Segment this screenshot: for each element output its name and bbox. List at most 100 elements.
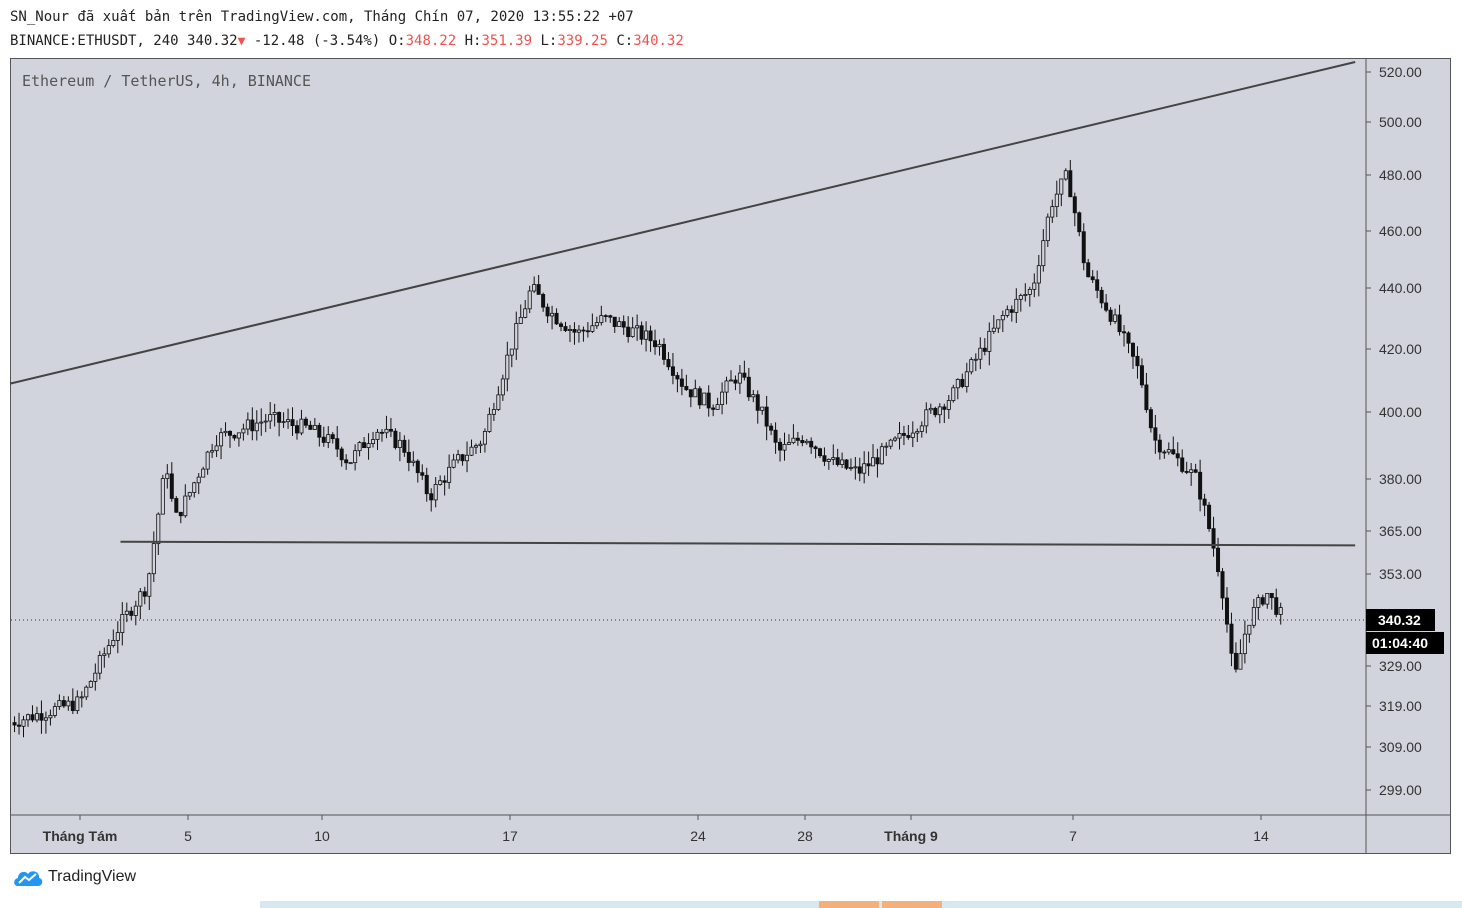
candle-down [621, 321, 626, 328]
candle-up [491, 409, 496, 415]
candle-down [393, 430, 398, 448]
high-value: 351.39 [481, 33, 533, 49]
candle-down [17, 724, 22, 727]
candle-up [241, 428, 246, 434]
candle-up [969, 359, 974, 373]
candle-down [1198, 471, 1203, 500]
candle-up [192, 482, 197, 493]
candle-up [1045, 216, 1050, 242]
price-tick-label: 500.00 [1379, 114, 1422, 130]
candle-up [987, 330, 992, 352]
candle-down [536, 284, 541, 295]
candle-up [102, 653, 107, 656]
candle-up [1063, 170, 1068, 180]
candle-down [603, 315, 608, 318]
candle-down [942, 406, 947, 410]
candle-up [893, 437, 898, 441]
candle-up [447, 466, 452, 483]
candle-down [335, 438, 340, 450]
close-value: 340.32 [633, 33, 684, 49]
price-tick-label: 480.00 [1379, 167, 1422, 183]
candle-up [115, 632, 120, 641]
candle-up [782, 443, 787, 451]
candle-up [937, 406, 942, 416]
candle-up [219, 432, 224, 447]
candle-down [1233, 652, 1238, 670]
candle-up [576, 329, 581, 333]
candle-up [657, 343, 662, 348]
price-tick-label: 365.00 [1379, 523, 1422, 539]
candle-down [684, 386, 689, 391]
candle-up [871, 457, 876, 467]
candle-down [541, 293, 546, 308]
candle-up [1014, 298, 1019, 313]
candle-down [813, 446, 818, 450]
candle-down [30, 714, 35, 721]
candle-down [670, 366, 675, 376]
candle-up [991, 327, 996, 332]
candle-up [1050, 206, 1055, 218]
candle-down [1220, 571, 1225, 599]
candle-up [138, 591, 143, 607]
candle-up [951, 387, 956, 401]
time-tick-label: 5 [184, 828, 192, 844]
candle-down [1202, 498, 1207, 506]
candle-up [1247, 624, 1252, 635]
candle-up [915, 431, 920, 434]
time-tick-label: 14 [1253, 828, 1269, 844]
candle-up [357, 442, 362, 452]
candle-up [946, 400, 951, 410]
candle-up [43, 717, 48, 721]
candle-up [272, 412, 277, 415]
candle-down [581, 329, 586, 332]
candle-up [804, 440, 809, 444]
candle-up [214, 445, 219, 452]
candle-down [795, 437, 800, 441]
candle-down [982, 347, 987, 352]
candle-down [559, 323, 564, 327]
price-axis [1366, 59, 1450, 853]
candle-up [527, 290, 532, 310]
candle-down [554, 312, 559, 325]
candle-down [169, 473, 174, 499]
tradingview-logo[interactable]: TradingView [12, 866, 136, 888]
candle-up [1251, 607, 1256, 626]
candle-up [438, 480, 443, 485]
close-label: C: [616, 33, 634, 49]
candle-up [635, 325, 640, 329]
candle-down [608, 315, 613, 318]
candle-up [1054, 193, 1059, 208]
price-change: -12.48 (-3.54%) [253, 33, 381, 49]
last-price: 340.32 [187, 33, 238, 49]
candle-up [840, 459, 845, 465]
candle-down [1072, 196, 1077, 214]
candle-down [1086, 262, 1091, 278]
candle-up [1027, 288, 1032, 295]
candle-up [973, 358, 978, 361]
candle-down [344, 459, 349, 464]
candle-up [165, 473, 170, 479]
candle-up [111, 640, 116, 646]
candle-down [688, 389, 693, 398]
candle-up [451, 459, 456, 468]
publish-info: SN_Nour đã xuất bản trên TradingView.com… [10, 9, 634, 25]
candle-down [1175, 453, 1180, 459]
candle-up [254, 422, 259, 432]
candle-down [666, 359, 671, 368]
time-axis [11, 815, 1366, 853]
candle-down [764, 406, 769, 427]
symbol-interval: BINANCE:ETHUSDT, 240 [10, 33, 179, 49]
candle-up [312, 424, 317, 430]
candle-up [599, 315, 604, 324]
candle-up [411, 460, 416, 463]
high-label: H: [464, 33, 482, 49]
candle-up [299, 418, 304, 434]
candle-up [259, 421, 264, 424]
candle-down [1009, 309, 1014, 313]
candle-up [1265, 592, 1270, 605]
candle-down [1081, 231, 1086, 264]
candle-up [487, 413, 492, 432]
candle-up [156, 513, 161, 545]
candle-down [420, 472, 425, 476]
